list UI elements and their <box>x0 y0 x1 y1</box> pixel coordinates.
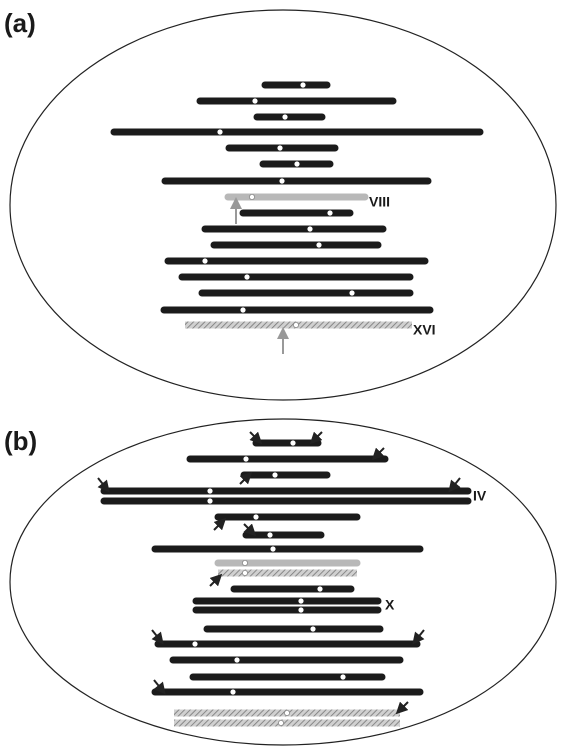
centromere <box>340 674 346 680</box>
centromere <box>300 82 306 88</box>
centromere <box>290 440 296 446</box>
centromere <box>230 689 236 695</box>
centromere <box>252 98 258 104</box>
centromere <box>294 161 300 167</box>
centromere <box>310 626 316 632</box>
arrow <box>448 477 461 493</box>
centromere <box>241 560 248 567</box>
centromere <box>207 498 213 504</box>
centromere <box>234 657 240 663</box>
nucleus-outline <box>9 9 557 401</box>
centromere <box>277 720 284 727</box>
chromosome-label: IV <box>473 488 487 504</box>
arrow <box>371 447 385 461</box>
chromosome-label: VIII <box>369 194 390 210</box>
centromere <box>248 193 255 200</box>
chromosome-label: X <box>385 597 395 613</box>
centromere <box>317 586 323 592</box>
centromere <box>277 145 283 151</box>
arrow <box>209 573 223 587</box>
panel-label: (a) <box>4 8 36 38</box>
centromere <box>244 274 250 280</box>
panel-label: (b) <box>4 426 37 456</box>
centromere <box>253 514 259 520</box>
arrow <box>395 701 409 715</box>
centromere <box>272 472 278 478</box>
centromere <box>270 546 276 552</box>
centromere <box>316 242 322 248</box>
centromere <box>307 226 313 232</box>
arrow <box>412 629 425 645</box>
nucleus-outline <box>9 418 557 746</box>
arrow <box>239 471 253 485</box>
chromosomes <box>97 81 484 727</box>
centromere <box>217 129 223 135</box>
centromere <box>349 290 355 296</box>
centromere <box>243 456 249 462</box>
centromere <box>283 710 290 717</box>
arrow <box>243 523 257 537</box>
centromere <box>279 178 285 184</box>
centromere <box>298 598 304 604</box>
arrow <box>97 477 110 493</box>
centromere <box>298 607 304 613</box>
chromosome-label: XVI <box>413 322 436 338</box>
centromere <box>207 488 213 494</box>
centromere <box>267 532 273 538</box>
arrow <box>249 431 263 445</box>
centromere <box>327 210 333 216</box>
arrow <box>309 431 323 445</box>
centromere <box>202 258 208 264</box>
centromere <box>292 321 299 328</box>
centromere <box>241 570 248 577</box>
centromere <box>240 307 246 313</box>
centromere <box>192 641 198 647</box>
arrow <box>151 629 164 645</box>
centromere <box>282 114 288 120</box>
arrow <box>153 679 166 695</box>
arrow <box>213 517 227 531</box>
